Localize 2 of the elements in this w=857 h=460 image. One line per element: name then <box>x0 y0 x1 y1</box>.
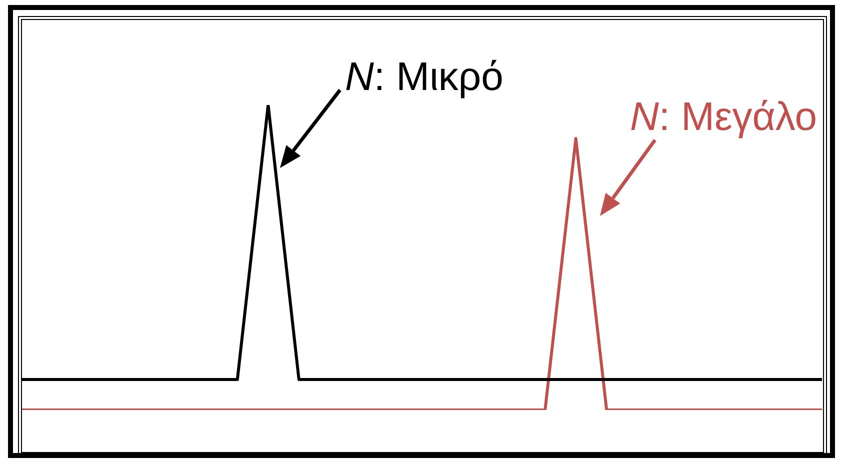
text: N: Μικρό <box>345 55 504 99</box>
annotation: N: Μεγάλο <box>630 95 818 139</box>
